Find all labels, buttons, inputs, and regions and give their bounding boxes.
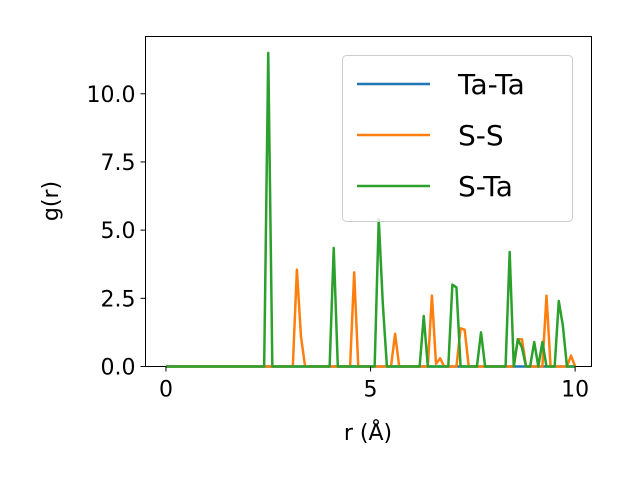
series-line-s-ta	[165, 51, 576, 368]
y-tick-label: 7.5	[101, 151, 136, 176]
y-tick-label: 2.5	[101, 287, 136, 312]
y-tick-label: 5.0	[101, 219, 136, 244]
x-tick-label: 5	[364, 378, 378, 403]
y-tick-label: 10.0	[87, 83, 136, 108]
legend-label-s-ta: S-Ta	[458, 170, 513, 203]
legend-label-s-s: S-S	[458, 119, 504, 152]
legend-label-ta-ta: Ta-Ta	[457, 68, 525, 101]
legend: Ta-Ta S-S S-Ta	[342, 55, 573, 222]
y-tick-label: 0.0	[101, 356, 136, 381]
x-axis: 0 5 10	[159, 366, 589, 403]
x-axis-label: r (Å)	[344, 419, 392, 446]
y-axis: 0.0 2.5 5.0 7.5 10.0	[87, 83, 146, 381]
x-tick-label: 0	[159, 378, 173, 403]
legend-box	[342, 55, 573, 222]
x-tick-label: 10	[561, 378, 589, 403]
y-axis-label: g(r)	[39, 181, 64, 221]
